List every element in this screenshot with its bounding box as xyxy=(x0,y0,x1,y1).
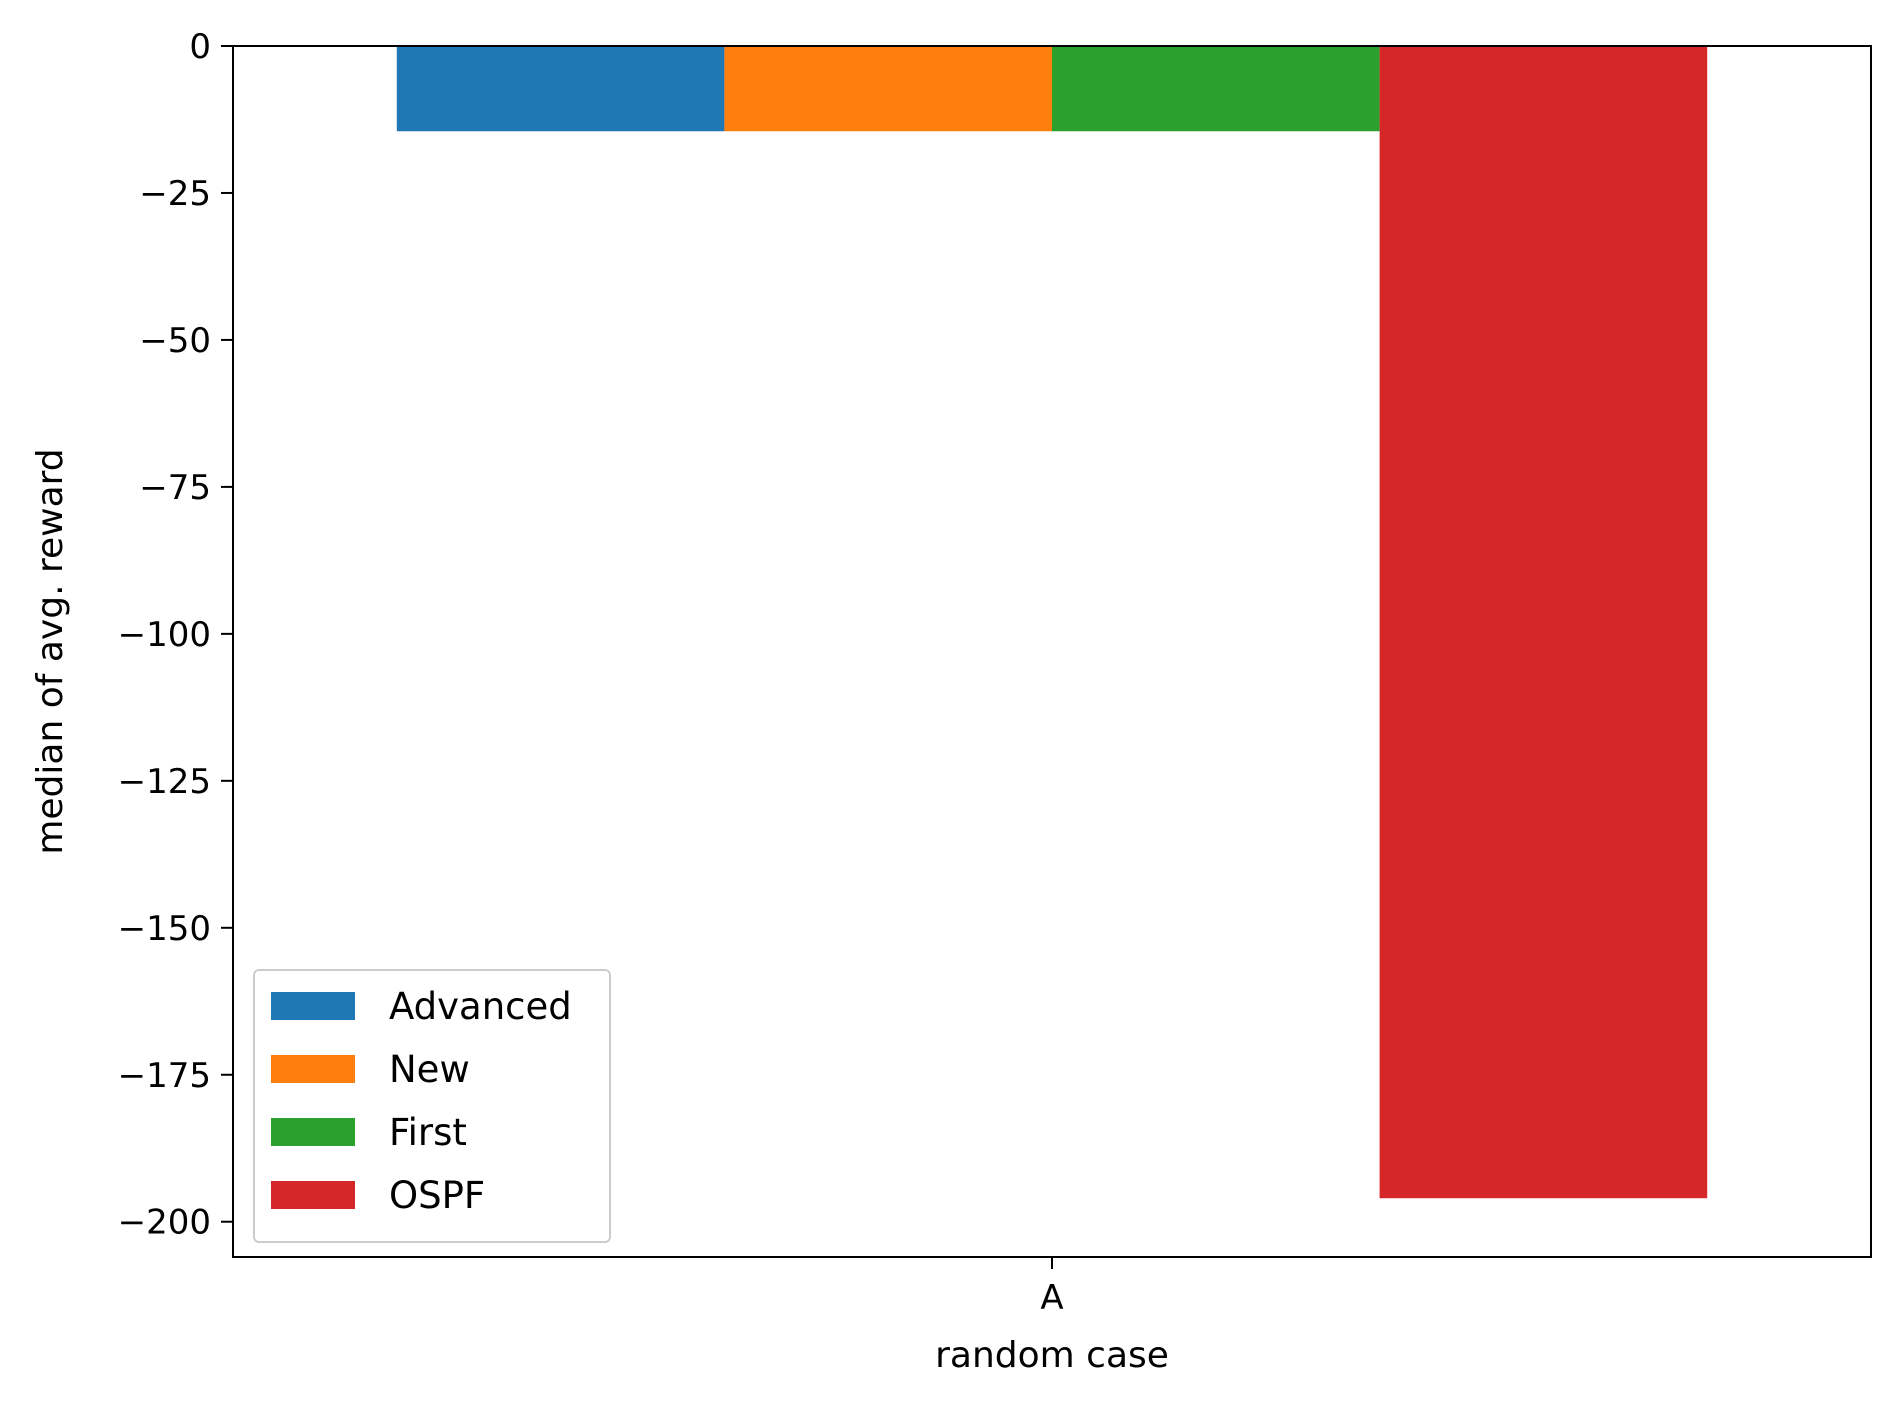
y-tick-label: −125 xyxy=(118,762,211,802)
legend-swatch-advanced xyxy=(271,992,355,1020)
bar-advanced-a xyxy=(396,46,725,132)
legend: Advanced New First OSPF xyxy=(253,969,611,1243)
bar-first-a xyxy=(1052,46,1380,132)
bars-layer xyxy=(396,46,1708,1199)
legend-box xyxy=(253,969,611,1243)
x-axis-label: random case xyxy=(935,1335,1169,1376)
y-tick-label: −50 xyxy=(139,321,211,361)
y-tick-label: −100 xyxy=(118,615,211,655)
y-axis: 0 −25 −50 −75 −100 −125 −150 −175 −200 xyxy=(118,27,233,1243)
legend-swatch-new xyxy=(271,1055,355,1083)
legend-label-ospf: OSPF xyxy=(389,1174,485,1217)
x-tick-label: A xyxy=(1040,1278,1063,1318)
y-tick-label: −75 xyxy=(139,468,211,508)
y-tick-label: −25 xyxy=(139,174,211,214)
legend-swatch-ospf xyxy=(271,1181,355,1209)
y-tick-label: −150 xyxy=(118,909,211,949)
y-axis-label: median of avg. reward xyxy=(30,448,71,854)
legend-label-first: First xyxy=(389,1111,467,1154)
x-axis: A xyxy=(1040,1257,1064,1318)
y-tick-label: −175 xyxy=(118,1056,211,1096)
y-tick-label: −200 xyxy=(118,1203,211,1243)
bar-ospf-a xyxy=(1379,46,1708,1199)
bar-new-a xyxy=(724,46,1052,132)
y-tick-label: 0 xyxy=(189,27,211,67)
legend-swatch-first xyxy=(271,1118,355,1146)
legend-label-new: New xyxy=(389,1048,470,1091)
legend-label-advanced: Advanced xyxy=(389,985,572,1028)
